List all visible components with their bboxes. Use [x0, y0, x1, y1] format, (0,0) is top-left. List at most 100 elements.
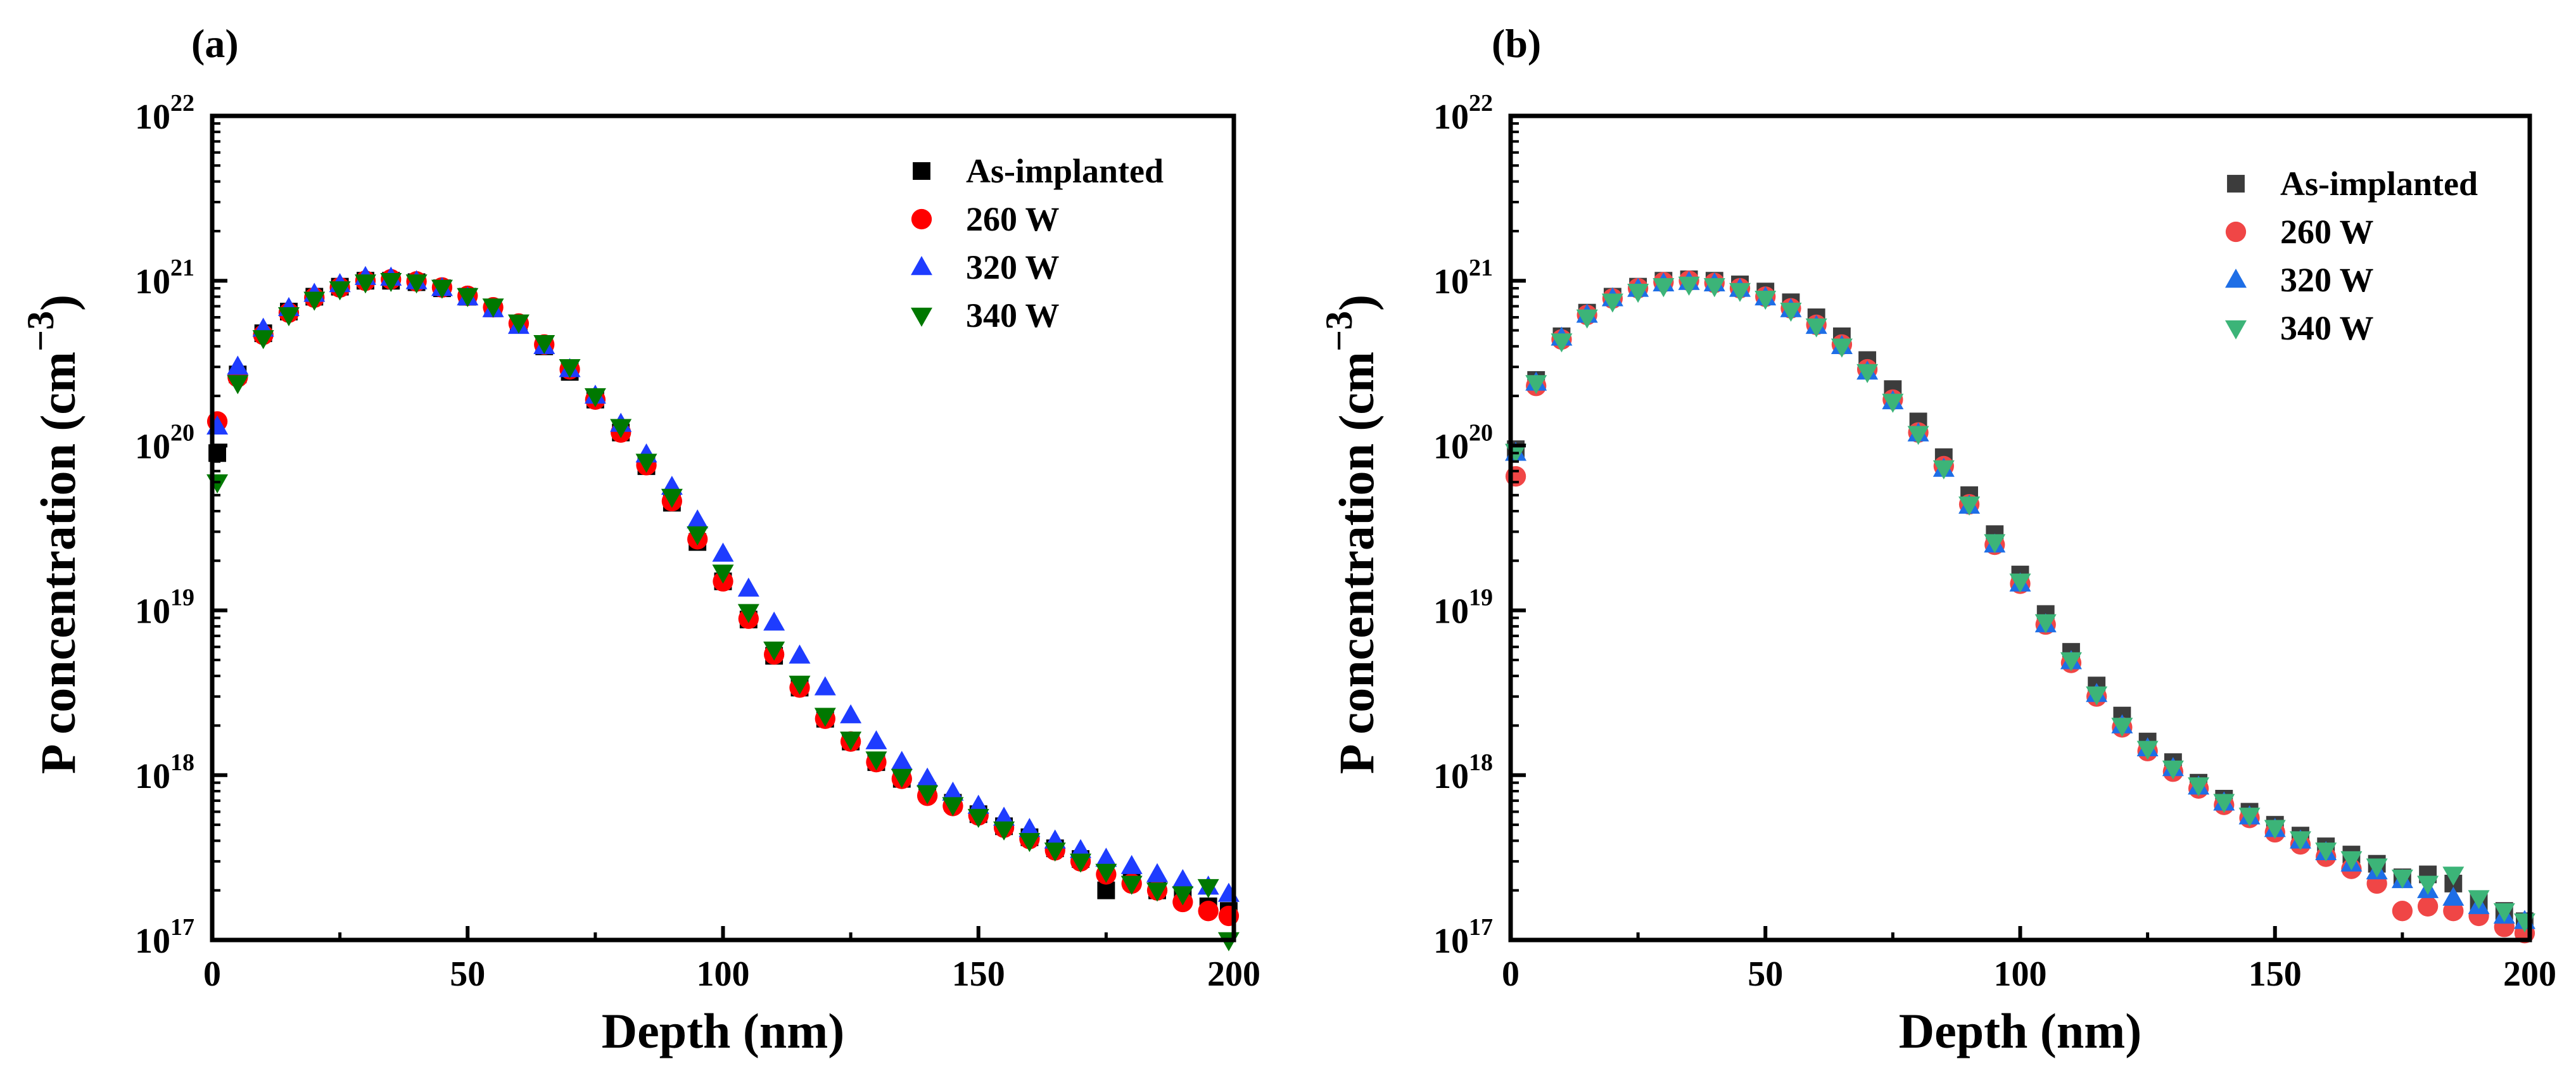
plot-frame [1508, 113, 2532, 943]
data-point [2443, 901, 2464, 922]
data-point [942, 797, 964, 816]
y-tick-label: 1021 [135, 255, 194, 302]
data-point [1172, 886, 1194, 906]
data-point [1018, 818, 1041, 837]
legend: As-implanted 260 W 320 W 340 W [911, 152, 1164, 334]
data-point [329, 281, 351, 301]
data-point [559, 359, 581, 379]
x-tick-label: 100 [1994, 955, 2047, 994]
data-point [2340, 851, 2363, 870]
data-point [584, 388, 606, 407]
data-point [2366, 858, 2388, 878]
data-point [206, 474, 229, 493]
data-point [2442, 867, 2465, 886]
x-tick-label: 50 [450, 955, 485, 994]
series-2 [1505, 270, 2535, 929]
legend-marker [911, 256, 932, 276]
data-point [482, 298, 504, 318]
data-point [1146, 863, 1169, 882]
data-point [277, 307, 300, 327]
data-point [917, 767, 939, 787]
data-point [1120, 854, 1143, 874]
series-1 [206, 269, 1240, 927]
data-point [2315, 842, 2337, 862]
data-point [2417, 896, 2439, 917]
data-point [1576, 309, 1598, 329]
data-point [2034, 614, 2057, 633]
data-point [1172, 869, 1194, 889]
data-point [1197, 879, 1219, 899]
data-point [840, 731, 862, 751]
data-point [2213, 794, 2235, 813]
legend-label: As-implanted [2280, 165, 2478, 203]
legend-label: 260 W [966, 200, 1060, 238]
legend-marker [2225, 269, 2247, 288]
data-point [712, 564, 734, 584]
legend-marker [2225, 221, 2247, 243]
data-point [354, 274, 376, 294]
data-markers [206, 265, 1240, 951]
data-point [737, 577, 759, 597]
legend-label: 340 W [2280, 309, 2374, 347]
data-point [917, 785, 939, 804]
y-tick-label: 1018 [135, 749, 194, 796]
data-point [737, 604, 759, 623]
data-point [533, 334, 555, 355]
data-point [2086, 686, 2108, 706]
data-point [1729, 283, 1751, 302]
data-point [1805, 318, 1827, 338]
data-point [789, 644, 811, 664]
data-point [2468, 890, 2490, 910]
data-point [2391, 869, 2413, 889]
x-tick-label: 150 [2249, 955, 2302, 994]
data-point [687, 509, 709, 529]
data-point [1627, 284, 1649, 303]
data-point [1703, 278, 1725, 298]
series-0 [1507, 270, 2534, 930]
data-point [942, 782, 964, 801]
y-tick-label: 1017 [135, 914, 194, 961]
data-point [1551, 333, 1573, 353]
data-point [1830, 338, 1853, 358]
panel-label: (b) [1492, 21, 1541, 66]
legend-label: 320 W [966, 248, 1060, 286]
x-axis-title: Depth (nm) [1899, 1003, 2142, 1058]
data-point [2392, 901, 2413, 922]
data-point [2162, 760, 2184, 780]
data-point [814, 676, 836, 695]
data-point [2060, 652, 2082, 671]
chart-panel-b: (b) 0 50 100 150 200 1017 1018 1019 1020 1021 1022 D… [1318, 21, 2556, 1058]
data-point [2111, 718, 2133, 737]
legend-marker [2225, 320, 2247, 340]
data-point [405, 274, 428, 294]
data-point [1217, 882, 1240, 902]
data-point [380, 272, 402, 293]
x-tick-label: 50 [1748, 955, 1783, 994]
data-point [1882, 393, 1904, 413]
legend-marker [913, 162, 930, 180]
panel-label: (a) [191, 21, 239, 66]
data-point [252, 330, 274, 350]
legend-label: 320 W [2280, 261, 2374, 299]
y-tick-label: 1022 [135, 90, 194, 137]
y-tick-label: 1020 [135, 419, 194, 466]
data-point [635, 454, 657, 473]
y-axis-title: P concentration (cm−3) [1318, 295, 1384, 774]
y-tick-label: 1017 [1433, 914, 1493, 961]
data-point [2417, 875, 2439, 895]
y-tick-label: 1020 [1433, 419, 1493, 466]
data-point [687, 526, 709, 546]
data-point [1095, 848, 1117, 867]
data-point [2264, 820, 2286, 839]
data-point [1095, 863, 1117, 883]
data-point [610, 419, 632, 438]
data-point [891, 751, 913, 770]
data-point [457, 288, 479, 307]
data-point [2136, 740, 2159, 760]
legend-marker [911, 208, 932, 230]
series-0 [208, 272, 1238, 920]
data-point [967, 809, 989, 829]
data-point [2493, 903, 2515, 923]
data-point [2442, 886, 2465, 906]
data-point [1678, 276, 1700, 296]
